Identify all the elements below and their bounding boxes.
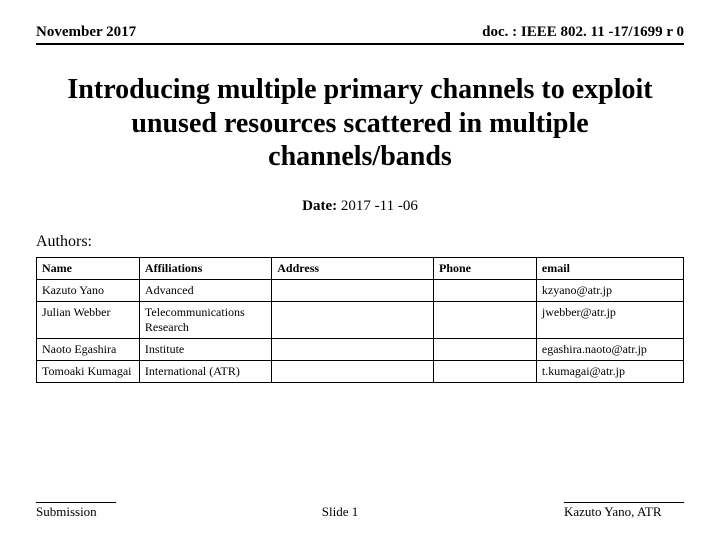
- footer-row: Submission Slide 1 Kazuto Yano, ATR: [36, 502, 684, 520]
- cell-name: Naoto Egashira: [37, 338, 140, 360]
- cell-affil: Telecommunications Research: [139, 301, 271, 338]
- header-doc-id: doc. : IEEE 802. 11 -17/1699 r 0: [482, 24, 684, 41]
- date-value: 2017 -11 -06: [341, 198, 418, 214]
- col-header-phone: Phone: [433, 257, 536, 279]
- cell-phone: [433, 360, 536, 382]
- cell-phone: [433, 338, 536, 360]
- date-line: Date: 2017 -11 -06: [36, 198, 684, 215]
- table-row: Kazuto Yano Advanced kzyano@atr.jp: [37, 279, 684, 301]
- table-row: Tomoaki Kumagai International (ATR) t.ku…: [37, 360, 684, 382]
- cell-affil: Institute: [139, 338, 271, 360]
- footer-submission: Submission: [36, 502, 116, 520]
- col-header-email: email: [536, 257, 683, 279]
- cell-affil: International (ATR): [139, 360, 271, 382]
- cell-address: [272, 301, 434, 338]
- authors-label: Authors:: [36, 233, 684, 251]
- table-row: Julian Webber Telecommunications Researc…: [37, 301, 684, 338]
- presentation-title: Introducing multiple primary channels to…: [60, 73, 660, 174]
- header-date: November 2017: [36, 24, 136, 41]
- table-row: Naoto Egashira Institute egashira.naoto@…: [37, 338, 684, 360]
- cell-address: [272, 279, 434, 301]
- col-header-affiliations: Affiliations: [139, 257, 271, 279]
- cell-affil: Advanced: [139, 279, 271, 301]
- cell-phone: [433, 279, 536, 301]
- cell-address: [272, 338, 434, 360]
- col-header-address: Address: [272, 257, 434, 279]
- col-header-name: Name: [37, 257, 140, 279]
- cell-email: t.kumagai@atr.jp: [536, 360, 683, 382]
- authors-table: Name Affiliations Address Phone email Ka…: [36, 257, 684, 383]
- table-header-row: Name Affiliations Address Phone email: [37, 257, 684, 279]
- cell-email: jwebber@atr.jp: [536, 301, 683, 338]
- cell-email: egashira.naoto@atr.jp: [536, 338, 683, 360]
- date-label: Date:: [302, 198, 337, 214]
- cell-phone: [433, 301, 536, 338]
- footer-slide-number: Slide 1: [116, 504, 564, 520]
- cell-name: Tomoaki Kumagai: [37, 360, 140, 382]
- cell-address: [272, 360, 434, 382]
- cell-email: kzyano@atr.jp: [536, 279, 683, 301]
- footer-author: Kazuto Yano, ATR: [564, 502, 684, 520]
- cell-name: Kazuto Yano: [37, 279, 140, 301]
- cell-name: Julian Webber: [37, 301, 140, 338]
- header-row: November 2017 doc. : IEEE 802. 11 -17/16…: [36, 24, 684, 45]
